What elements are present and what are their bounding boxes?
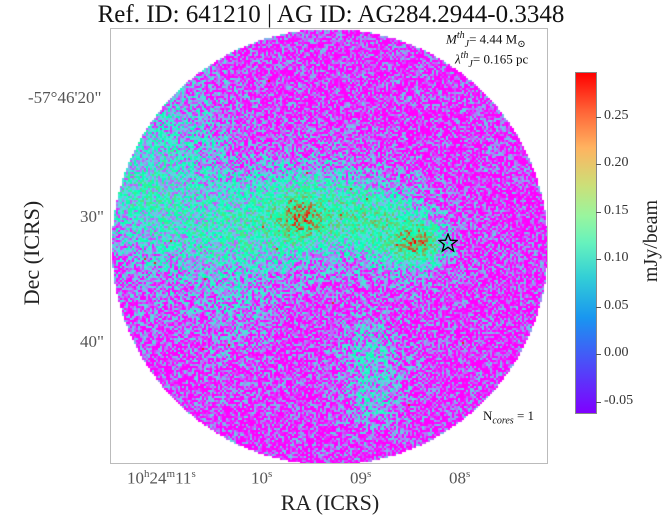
colorbar-tick-label: 0.15	[604, 202, 629, 218]
colorbar-tick-mark	[596, 211, 601, 213]
x-tick-label: 10h24m11s	[127, 468, 196, 488]
core-star-marker	[438, 233, 458, 253]
chart-title: Ref. ID: 641210 | AG ID: AG284.2944-0.33…	[97, 1, 565, 28]
x-tick-label: 10s	[251, 468, 273, 488]
colorbar-label: mJy/beam	[640, 199, 662, 283]
x-axis-label: RA (ICRS)	[280, 490, 380, 515]
colorbar-tick-label: 0.05	[604, 297, 629, 313]
colorbar-tick-label: 0.20	[604, 155, 629, 171]
plot-frame	[110, 28, 548, 464]
y-axis-label: Dec (ICRS)	[19, 200, 44, 306]
colorbar-tick-mark	[596, 259, 601, 261]
y-tick-label: 40"	[80, 332, 104, 351]
colorbar-tick-mark	[596, 306, 601, 308]
colorbar-tick-label: -0.05	[604, 392, 634, 408]
colorbar-tick-label: 0.10	[604, 250, 629, 266]
intensity-map	[110, 28, 548, 464]
jeans-mass-label: MthJ= 4.44 M⊙	[446, 30, 526, 50]
jeans-length-label: λthJ= 0.165 pc	[455, 50, 529, 70]
ncores-label: Ncores = 1	[483, 408, 535, 427]
y-tick-label: 30"	[80, 207, 104, 226]
colorbar	[575, 72, 597, 414]
colorbar-tick-mark	[596, 164, 601, 166]
colorbar-tick-mark	[596, 401, 601, 403]
colorbar-tick-label: 0.00	[604, 345, 629, 361]
x-tick-label: 08s	[449, 468, 471, 488]
y-tick-label: -57°46'20"	[28, 88, 102, 107]
colorbar-tick-mark	[596, 116, 601, 118]
colorbar-tick-mark	[596, 354, 601, 356]
colorbar-tick-label: 0.25	[604, 107, 629, 123]
x-tick-label: 09s	[350, 468, 372, 488]
